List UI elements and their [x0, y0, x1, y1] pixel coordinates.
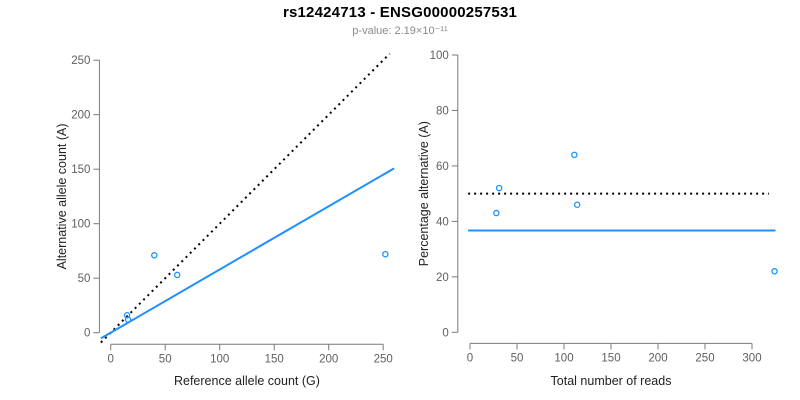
y-tick-label: 250: [71, 55, 90, 67]
x-tick-label: 0: [467, 352, 473, 364]
x-axis-title: Total number of reads: [551, 374, 672, 388]
y-axis-title: Alternative allele count (A): [55, 123, 69, 269]
x-tick-label: 250: [374, 353, 393, 365]
y-tick-label: 150: [71, 164, 90, 176]
x-tick-label: 300: [742, 352, 761, 364]
y-tick-label: 200: [71, 110, 90, 122]
x-tick-label: 250: [695, 352, 714, 364]
x-tick-label: 100: [554, 352, 573, 364]
y-tick-label: 100: [71, 219, 90, 231]
data-point: [495, 184, 503, 192]
fit-line: [100, 167, 395, 340]
x-tick-label: 200: [319, 353, 338, 365]
x-tick-label: 50: [511, 352, 524, 364]
x-axis-title: Reference allele count (G): [174, 374, 320, 388]
data-point: [124, 316, 132, 323]
x-tick-label: 50: [159, 353, 172, 365]
identity-line: [100, 52, 391, 344]
y-tick-label: 80: [436, 105, 449, 117]
y-tick-label: 40: [436, 216, 449, 228]
data-point: [151, 252, 158, 259]
y-tick-label: 0: [84, 328, 90, 340]
plot-title: rs12424713 - ENSG00000257531: [282, 4, 518, 21]
data-point: [493, 209, 500, 217]
data-point: [771, 268, 778, 275]
x-tick-label: 0: [107, 353, 113, 365]
data-point: [382, 250, 389, 258]
y-tick-label: 50: [78, 273, 91, 285]
data-point: [571, 151, 578, 159]
data-point: [573, 201, 581, 208]
x-tick-label: 200: [648, 352, 667, 364]
x-tick-label: 100: [210, 353, 229, 365]
x-tick-label: 150: [601, 352, 620, 364]
y-tick-label: 100: [430, 50, 449, 62]
x-tick-label: 150: [265, 353, 284, 365]
y-tick-label: 0: [442, 327, 448, 339]
y-axis-title: Percentage alternative (A): [417, 121, 431, 266]
plot-subtitle: p-value: 2.19×10⁻¹¹: [352, 25, 448, 37]
data-point: [173, 271, 181, 279]
y-tick-label: 20: [436, 272, 449, 284]
y-tick-label: 60: [436, 161, 449, 173]
